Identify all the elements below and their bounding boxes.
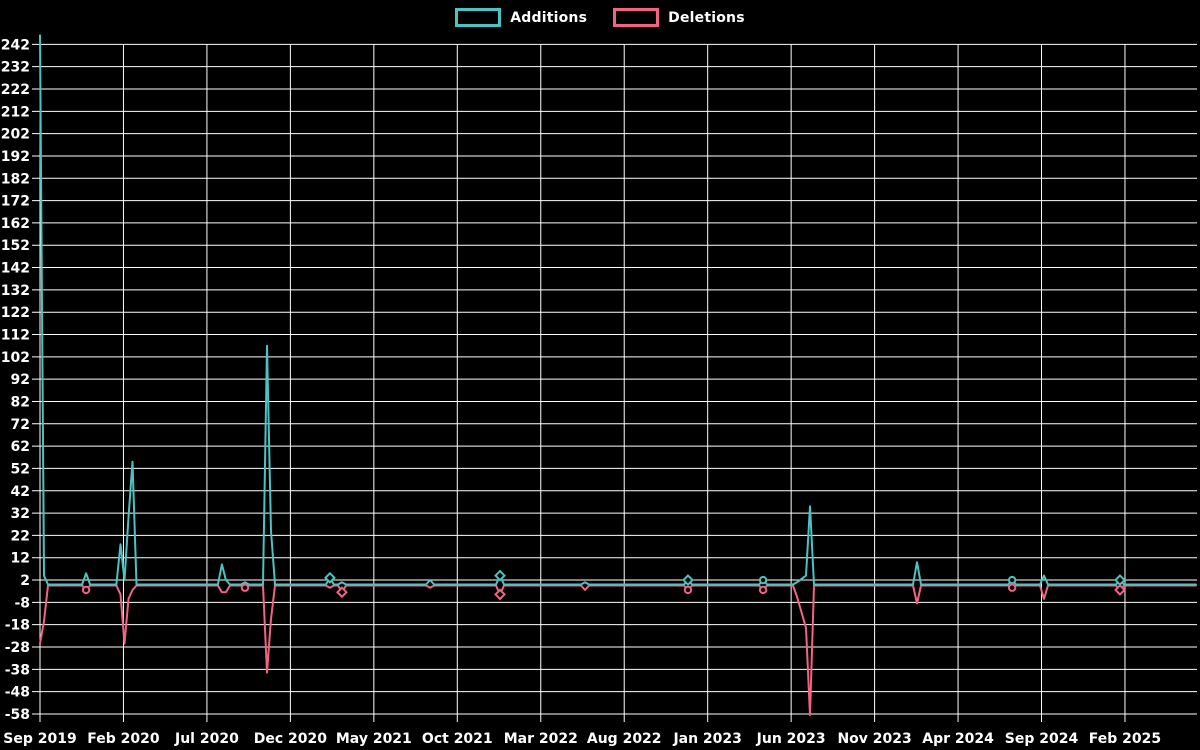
y-tick-labels: 2422322222122021921821721621521421321221… bbox=[1, 37, 30, 723]
y-tick-label: -58 bbox=[5, 707, 30, 723]
y-tick-label: 112 bbox=[1, 328, 30, 344]
y-gridlines bbox=[32, 43, 1197, 715]
y-tick-label: 222 bbox=[1, 82, 30, 98]
x-tick-label: Dec 2020 bbox=[254, 731, 328, 747]
deletions-point-marker bbox=[494, 588, 506, 601]
y-tick-label: 82 bbox=[11, 394, 30, 410]
additions-point-marker bbox=[758, 575, 768, 585]
y-tick-label: 202 bbox=[1, 127, 30, 143]
x-tick-label: Aug 2022 bbox=[587, 731, 662, 747]
y-tick-label: 142 bbox=[1, 261, 30, 277]
deletions-point-marker bbox=[683, 585, 693, 595]
additions-point-marker bbox=[494, 569, 506, 582]
y-tick-label: 232 bbox=[1, 60, 30, 76]
x-tick-label: Oct 2021 bbox=[422, 731, 493, 747]
y-tick-label: -48 bbox=[5, 685, 30, 701]
y-tick-label: 242 bbox=[1, 37, 30, 53]
additions-swatch-icon bbox=[455, 8, 502, 27]
deletions-point-marker bbox=[240, 583, 250, 592]
x-gridlines bbox=[39, 44, 1126, 722]
deletions-point-marker bbox=[336, 586, 348, 599]
deletions-line bbox=[39, 584, 1197, 716]
x-tick-label: May 2021 bbox=[336, 731, 412, 747]
x-tick-label: Feb 2020 bbox=[87, 731, 160, 747]
chart-legend: Additions Deletions bbox=[0, 8, 1200, 27]
y-tick-label: 212 bbox=[1, 104, 30, 120]
y-tick-label: 182 bbox=[1, 171, 30, 187]
deletions-point-marker bbox=[1114, 584, 1126, 596]
y-tick-label: 2 bbox=[20, 573, 30, 589]
legend-label-deletions: Deletions bbox=[668, 9, 745, 26]
x-tick-label: Jun 2023 bbox=[756, 731, 826, 747]
legend-item-deletions[interactable]: Deletions bbox=[613, 8, 745, 27]
legend-label-additions: Additions bbox=[510, 9, 588, 26]
y-tick-label: 62 bbox=[11, 439, 30, 455]
additions-point-marker bbox=[1007, 575, 1017, 585]
x-tick-label: Apr 2024 bbox=[922, 731, 994, 747]
x-tick-label: Sep 2019 bbox=[3, 731, 76, 747]
deletions-point-marker bbox=[758, 585, 768, 595]
y-tick-label: -18 bbox=[5, 618, 30, 634]
additions-point-marker bbox=[324, 571, 336, 584]
y-tick-label: 22 bbox=[11, 528, 30, 544]
x-tick-label: Feb 2025 bbox=[1089, 731, 1161, 747]
x-tick-labels: Sep 2019 Feb 2020 Jul 2020 Dec 2020 May 2021… bbox=[3, 731, 1161, 747]
y-tick-label: 72 bbox=[11, 417, 30, 433]
y-tick-label: 102 bbox=[1, 350, 30, 366]
legend-item-additions[interactable]: Additions bbox=[455, 8, 587, 27]
y-tick-label: 172 bbox=[1, 194, 30, 210]
y-tick-label: -28 bbox=[5, 640, 30, 656]
y-tick-label: 152 bbox=[1, 238, 30, 254]
x-tick-label: Jul 2020 bbox=[174, 731, 239, 747]
y-tick-label: 92 bbox=[11, 372, 30, 388]
series-markers bbox=[81, 569, 1126, 601]
deletions-swatch-icon bbox=[613, 8, 660, 27]
x-tick-label: Jan 2023 bbox=[672, 731, 741, 747]
additions-point-marker bbox=[682, 574, 694, 586]
additions-line bbox=[39, 34, 1197, 586]
x-tick-label: Mar 2022 bbox=[504, 731, 578, 747]
y-tick-label: -8 bbox=[14, 595, 30, 611]
deletions-point-marker bbox=[1007, 583, 1017, 592]
y-tick-label: 162 bbox=[1, 216, 30, 232]
y-tick-label: 132 bbox=[1, 283, 30, 299]
y-tick-label: 122 bbox=[1, 305, 30, 321]
x-tick-label: Nov 2023 bbox=[837, 731, 911, 747]
y-tick-label: 32 bbox=[11, 506, 30, 522]
y-tick-label: 192 bbox=[1, 149, 30, 165]
deletions-point-marker bbox=[81, 585, 91, 595]
y-tick-label: -38 bbox=[5, 662, 30, 678]
x-tick-label: Sep 2024 bbox=[1005, 731, 1079, 747]
y-tick-label: 12 bbox=[11, 551, 30, 567]
y-tick-label: 42 bbox=[11, 484, 30, 500]
y-tick-label: 52 bbox=[11, 461, 30, 477]
